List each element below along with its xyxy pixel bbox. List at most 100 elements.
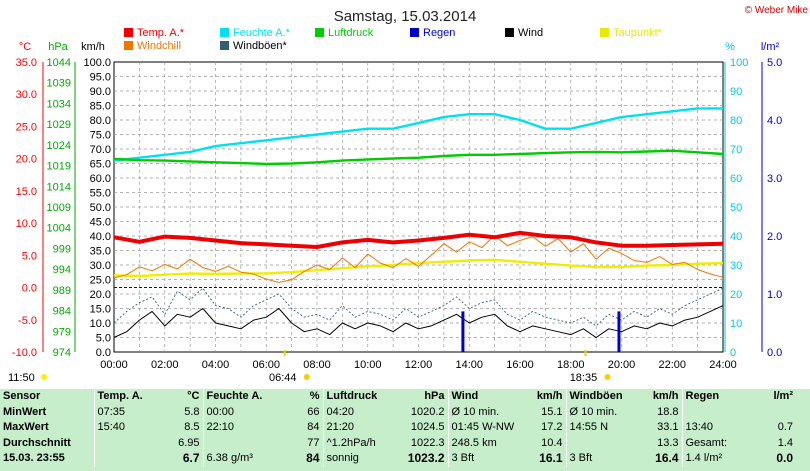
humidity-tick-label: 100 [730, 57, 748, 69]
rain-tick-label: 1.0 [767, 289, 782, 301]
humidity-tick-label: 50 [730, 202, 742, 214]
x-tick-label: 08:00 [303, 359, 331, 371]
stats-cell-detail: 3 Bft [565, 451, 634, 467]
wind-tick-label: 35.0 [90, 246, 111, 258]
legend-label: Taupunkt* [613, 27, 663, 39]
temp-tick-label: -5.0 [18, 315, 37, 327]
left-marker-dot [41, 374, 47, 380]
stats-cell-detail: 22:10 [202, 420, 265, 436]
stats-cell-value: 17.2 [541, 421, 563, 434]
series-line-tempa [113, 230, 724, 249]
temp-tick-label: 0.0 [22, 283, 37, 295]
humidity-tick-label: 10 [730, 318, 742, 330]
stats-row: MaxWert 15:40 8.5 22:10 84 21:20 1024.5 01:45 W… [0, 420, 796, 436]
stats-cell-value: 10.4 [541, 436, 563, 449]
stats-header-cell: Regen [681, 389, 748, 405]
stats-cell-detail [681, 404, 748, 421]
stats-header-cell: Sensor [3, 390, 41, 402]
pressure-tick-label: 989 [53, 285, 71, 297]
stats-header-unit: % [309, 390, 320, 402]
wind-tick-label: 100.0 [83, 57, 111, 69]
series-line-feuchtea [113, 107, 723, 162]
wind-tick-label: 50.0 [90, 202, 111, 214]
stats-cell-detail [93, 435, 149, 452]
stats-cell-detail: Gesamt: [681, 435, 748, 452]
stats-cell-value: 1022.3 [410, 436, 445, 449]
stats-cell-detail: 14:55 N [565, 420, 634, 436]
pressure-axis-unit: hPa [48, 41, 68, 53]
wind-tick-label: 15.0 [90, 304, 111, 316]
stats-cell-value [748, 405, 796, 421]
wind-tick-label: 0.0 [96, 347, 111, 359]
stats-cell-detail: sonnig [322, 451, 393, 467]
stats-cell-detail: 00:00 [202, 404, 265, 421]
stats-header-cell: Temp. A. [93, 389, 149, 405]
temp-tick-label: 20.0 [16, 154, 37, 166]
sunset-label: 18:35 [570, 372, 598, 384]
stats-cell-detail: 6.38 g/m³ [202, 451, 265, 467]
pressure-tick-label: 1039 [47, 78, 71, 90]
stats-cell-value: 1020.2 [410, 405, 445, 418]
wind-tick-label: 85.0 [90, 101, 111, 113]
stats-header-cell: Wind [447, 389, 514, 405]
stats-cell-value: 1.4 [777, 436, 793, 449]
wind-tick-label: 25.0 [90, 275, 111, 287]
temp-tick-label: 30.0 [16, 89, 37, 101]
stats-cell-value: 84 [307, 421, 320, 434]
series-line-windben [113, 287, 724, 327]
stats-header-cell: Windböen [565, 389, 634, 405]
temp-tick-label: 5.0 [22, 250, 37, 262]
legend-label: Regen [423, 27, 455, 39]
legend-label: Windböen* [233, 40, 288, 52]
humidity-tick-label: 70 [730, 144, 742, 156]
stats-header-unit: °C [187, 390, 200, 402]
legend-swatch [220, 41, 229, 50]
x-tick-label: 10:00 [354, 359, 382, 371]
legend-swatch [600, 28, 609, 37]
stats-cell-detail: ^1.2hPa/h [322, 435, 393, 452]
humidity-tick-label: 80 [730, 115, 742, 127]
stats-cell-detail [93, 451, 149, 467]
pressure-tick-label: 984 [53, 306, 71, 318]
stats-cell-detail: Ø 10 min. [565, 404, 634, 421]
brand-label: © Weber Mike [745, 5, 809, 16]
stats-header-unit: km/h [652, 390, 679, 402]
stats-table: Sensor Temp. A. °C Feuchte A.% Luftdruck hPa W… [0, 389, 810, 471]
x-tick-label: 04:00 [202, 359, 230, 371]
x-tick-label: 02:00 [151, 359, 179, 371]
stats-cell-detail: 13:40 [681, 420, 748, 436]
series-line-luftdruck [113, 149, 724, 166]
temp-tick-label: 25.0 [16, 121, 37, 133]
stats-cell-value: 0.0 [776, 451, 793, 466]
wind-tick-label: 5.0 [96, 333, 111, 345]
stats-cell-value: 6.95 [178, 436, 200, 449]
temp-tick-label: 10.0 [16, 218, 37, 230]
temp-tick-label: 35.0 [16, 57, 37, 69]
stats-header-cell: Luftdruck [322, 389, 393, 405]
legend-label: Windchill [137, 40, 181, 52]
wind-tick-label: 70.0 [90, 144, 111, 156]
humidity-tick-label: 40 [730, 231, 742, 243]
stats-row-label: Durchschnitt [3, 436, 71, 449]
pressure-tick-label: 1029 [47, 119, 71, 131]
stats-cell-value: 1023.2 [407, 451, 445, 466]
pressure-tick-label: 979 [53, 326, 71, 338]
series-line-taupunkt [113, 258, 724, 278]
pressure-tick-label: 974 [53, 347, 71, 359]
rain-tick-label: 5.0 [767, 57, 782, 69]
legend-swatch [315, 28, 324, 37]
legend-label: Luftdruck [328, 27, 374, 39]
stats-cell-detail [202, 435, 265, 452]
pressure-tick-label: 1014 [47, 181, 71, 193]
pressure-tick-label: 1019 [47, 161, 71, 173]
humidity-axis-unit: % [725, 41, 735, 53]
wind-tick-label: 95.0 [90, 72, 111, 84]
x-tick-label: 24:00 [709, 359, 737, 371]
stats-cell-value: 84 [306, 451, 320, 466]
rain-tick-label: 2.0 [767, 231, 782, 243]
stats-header-unit: km/h [536, 390, 563, 402]
stats-cell-value: 5.8 [184, 405, 200, 418]
stats-header-unit: l/m² [773, 390, 793, 402]
wind-tick-label: 20.0 [90, 289, 111, 301]
stats-cell-detail: 21:20 [322, 420, 393, 436]
